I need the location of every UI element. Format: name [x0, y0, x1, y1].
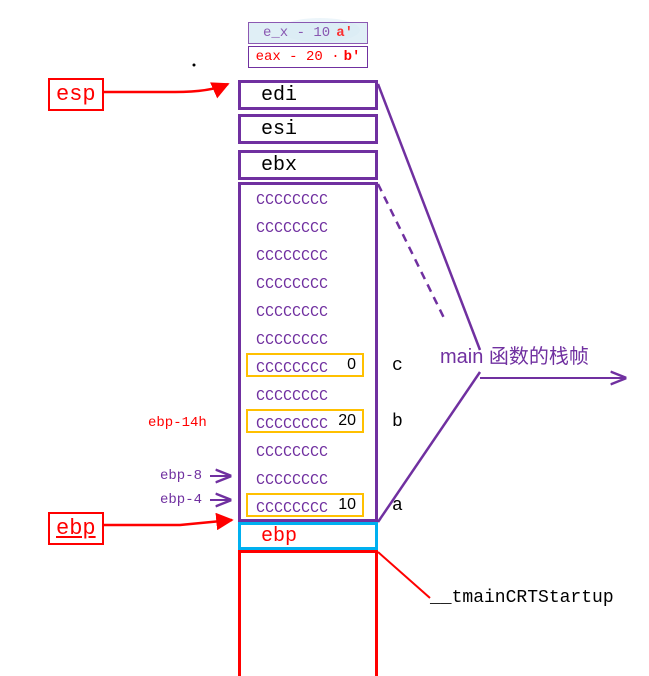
ebp14h-text: ebp-14h	[148, 415, 207, 431]
overlay-b: 20	[246, 409, 364, 433]
cc-row: CCCCCCCC	[256, 242, 328, 270]
main-frame-text: main 函数的栈帧	[440, 346, 589, 368]
side-label-a: a	[392, 496, 403, 516]
main-frame-label: main 函数的栈帧	[440, 340, 589, 369]
side-label-b: b	[392, 412, 403, 432]
anno-ebp-8: ebp-8	[160, 468, 202, 484]
cc-row: CCCCCCCC	[256, 214, 328, 242]
stack-cell-old-ebp: ebp	[238, 522, 378, 550]
anno-ebp-14h: ebp-14h	[148, 415, 207, 431]
esi-text: esi	[261, 118, 297, 141]
cc-row: CCCCCCCC	[256, 382, 328, 410]
ebp-label: ebp	[48, 512, 104, 545]
ebx-text: ebx	[261, 154, 297, 177]
esp-text: esp	[56, 82, 96, 107]
esp-label: esp	[48, 78, 104, 111]
ebp8-text: ebp-8	[160, 468, 202, 484]
ebp-text: ebp	[56, 516, 96, 541]
stack-cell-edi: edi	[238, 80, 378, 110]
side-b-text: b	[392, 412, 403, 432]
cc-row: CCCCCCCC	[256, 466, 328, 494]
overlay-a: 10	[246, 493, 364, 517]
stack-cell-eax-b: eax - 20 · b'	[248, 46, 368, 68]
cell-suffix-a: a'	[336, 25, 353, 41]
startup-frame	[238, 550, 378, 676]
startup-text: __tmainCRTStartup	[430, 588, 614, 608]
stack-cell-esi: esi	[238, 114, 378, 144]
startup-label: __tmainCRTStartup	[430, 588, 614, 608]
side-c-text: c	[392, 356, 403, 376]
overlay-c: 0	[246, 353, 364, 377]
overlay-a-val: 10	[338, 496, 356, 514]
overlay-c-val: 0	[347, 356, 356, 374]
cell-text-b: eax - 20 ·	[256, 49, 340, 65]
stack-cell-ebx: ebx	[238, 150, 378, 180]
side-label-c: c	[392, 356, 403, 376]
overlay-b-val: 20	[338, 412, 356, 430]
cc-row: CCCCCCCC	[256, 438, 328, 466]
edi-text: edi	[261, 84, 297, 107]
cc-row: CCCCCCCC	[256, 298, 328, 326]
side-a-text: a	[392, 496, 403, 516]
cc-row: CCCCCCCC	[256, 186, 328, 214]
old-ebp-text: ebp	[261, 525, 297, 548]
cell-text-a: e_x - 10	[263, 25, 330, 41]
ebp4-text: ebp-4	[160, 492, 202, 508]
anno-ebp-4: ebp-4	[160, 492, 202, 508]
stack-cell-eax-a: e_x - 10 a'	[248, 22, 368, 44]
cc-row: CCCCCCCC	[256, 270, 328, 298]
cc-row: CCCCCCCC	[256, 326, 328, 354]
cell-suffix-b: b'	[344, 49, 361, 65]
